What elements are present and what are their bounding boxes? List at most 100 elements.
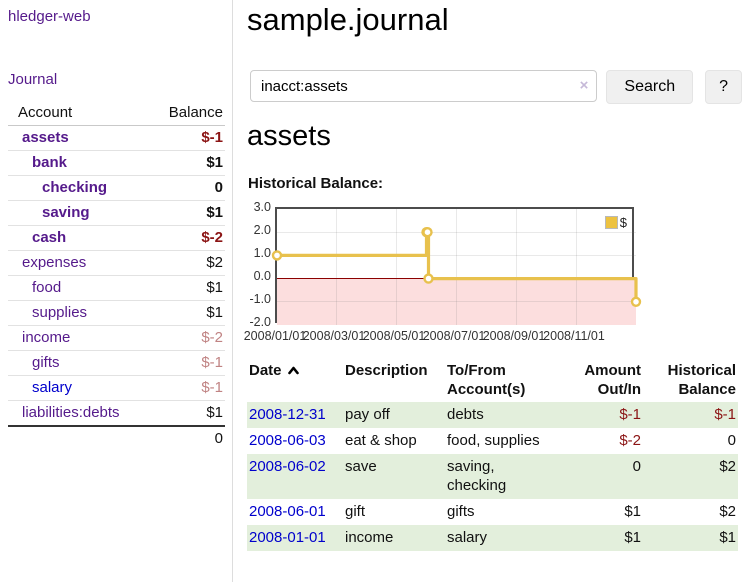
register-header-date[interactable]: Date [247, 358, 343, 402]
y-axis-tick: 3.0 [253, 200, 271, 214]
account-row: income $-2 [8, 325, 225, 351]
sort-ascending-icon [287, 366, 299, 375]
transaction-description: income [345, 529, 394, 546]
account-balance: $-2 [145, 325, 225, 351]
account-heading: assets [247, 120, 331, 152]
transaction-accounts: debts [447, 406, 484, 423]
transaction-accounts: salary [447, 529, 488, 546]
account-row: checking 0 [8, 175, 225, 201]
account-balance: $-1 [145, 350, 225, 376]
app-brand-link[interactable]: hledger-web [8, 8, 91, 25]
y-axis-tick: -2.0 [249, 315, 271, 329]
transaction-date-link[interactable]: 2008-06-01 [249, 503, 326, 520]
account-balance: $1 [145, 275, 225, 301]
account-balance: $2 [145, 250, 225, 276]
clear-search-icon[interactable]: × [579, 77, 589, 94]
account-row: salary $-1 [8, 375, 225, 401]
register-row: 2008-06-03 eat & shop food, supplies $-2… [247, 428, 738, 454]
transaction-amount: 0 [632, 458, 641, 475]
x-axis-tick: 2008/09/01 [482, 329, 546, 343]
chart-title: Historical Balance: [248, 175, 384, 192]
account-balance: $-2 [145, 225, 225, 251]
x-axis-tick: 2008/01/01 [243, 329, 307, 343]
account-row: assets $-1 [8, 125, 225, 151]
y-axis-tick: -1.0 [249, 292, 271, 306]
chart-legend: $ [602, 214, 629, 231]
account-row: cash $-2 [8, 225, 225, 251]
nav-journal-link[interactable]: Journal [8, 71, 58, 88]
register-table: Date Description To/From Account(s) Amou… [247, 358, 738, 551]
account-balance: $1 [145, 200, 225, 226]
x-axis-tick: 2008/11/01 [543, 329, 605, 343]
account-row: bank $1 [8, 150, 225, 176]
account-balance: $1 [145, 300, 225, 326]
account-link-expenses[interactable]: expenses [22, 254, 87, 271]
chart-plot-area: $ [271, 207, 642, 325]
transaction-balance: $-1 [714, 406, 736, 423]
y-axis-tick: 0.0 [253, 269, 271, 283]
account-row: liabilities:debts $1 [8, 400, 225, 427]
accounts-table: Account Balance assets $-1 bank $1 checkin… [8, 101, 225, 451]
account-link-income[interactable]: income [22, 329, 71, 346]
account-row: expenses $2 [8, 250, 225, 276]
account-link-cash[interactable]: cash [32, 229, 67, 246]
account-link-gifts[interactable]: gifts [32, 354, 60, 371]
register-row: 2008-06-02 save saving, checking 0 $2 [247, 454, 738, 499]
register-header-description: Description [345, 362, 428, 379]
register-header-accounts: To/From Account(s) [447, 362, 526, 398]
main-content: sample.journal × Search ? assets Histori… [244, 0, 742, 582]
transaction-amount: $1 [624, 503, 641, 520]
account-balance: $-1 [145, 375, 225, 401]
account-balance: 0 [145, 175, 225, 201]
transaction-description: gift [345, 503, 366, 520]
transaction-date-link[interactable]: 2008-12-31 [249, 406, 326, 423]
account-link-saving[interactable]: saving [42, 204, 90, 221]
transaction-date-link[interactable]: 2008-06-02 [249, 458, 326, 475]
register-row: 2008-01-01 income salary $1 $1 [247, 525, 738, 551]
x-axis-tick: 2008/07/01 [422, 329, 486, 343]
search-button[interactable]: Search [606, 70, 694, 104]
help-button[interactable]: ? [705, 70, 742, 104]
y-axis-tick: 2.0 [253, 223, 271, 237]
transaction-date-link[interactable]: 2008-01-01 [249, 529, 326, 546]
account-balance: $1 [145, 150, 225, 176]
accounts-total: 0 [145, 425, 225, 451]
register-header-amount: Amount Out/In [584, 362, 641, 398]
transaction-description: eat & shop [345, 432, 417, 449]
sidebar: hledger-web Journal Account Balance asse… [0, 0, 233, 582]
account-link-bank[interactable]: bank [32, 154, 68, 171]
transaction-amount: $1 [624, 529, 641, 546]
account-row: saving $1 [8, 200, 225, 226]
register-header-balance: Historical Balance [667, 362, 736, 398]
y-axis-tick: 1.0 [253, 246, 271, 260]
account-link-assets[interactable]: assets [22, 129, 69, 146]
transaction-accounts: saving, checking [447, 458, 507, 494]
transaction-accounts: food, supplies [447, 432, 540, 449]
account-row: food $1 [8, 275, 225, 301]
transaction-description: pay off [345, 406, 390, 423]
account-balance: $-1 [145, 125, 225, 151]
transaction-balance: 0 [727, 432, 736, 449]
balance-chart: 3.0 2.0 1.0 0.0 -1.0 -2.0 $ 2008/01/01 2… [241, 200, 741, 349]
accounts-total-row: 0 [8, 425, 225, 451]
x-axis-tick: 2008/03/01 [302, 329, 366, 343]
transaction-amount: $-1 [619, 406, 641, 423]
accounts-header-account: Account [8, 101, 146, 126]
transaction-date-link[interactable]: 2008-06-03 [249, 432, 326, 449]
search-form: × Search ? [250, 70, 742, 104]
search-input[interactable] [250, 70, 598, 102]
transaction-amount: $-2 [619, 432, 641, 449]
transaction-balance: $1 [719, 529, 736, 546]
account-link-liabilities-debts[interactable]: liabilities:debts [22, 404, 120, 421]
account-row: gifts $-1 [8, 350, 225, 376]
account-link-salary[interactable]: salary [32, 379, 73, 396]
account-link-supplies[interactable]: supplies [32, 304, 88, 321]
account-balance: $1 [145, 400, 225, 427]
transaction-accounts: gifts [447, 503, 475, 520]
legend-swatch-icon [604, 216, 618, 229]
account-link-checking[interactable]: checking [42, 179, 108, 196]
account-link-food[interactable]: food [32, 279, 62, 296]
transaction-balance: $2 [719, 503, 736, 520]
transaction-balance: $2 [719, 458, 736, 475]
accounts-header-balance: Balance [145, 101, 225, 126]
